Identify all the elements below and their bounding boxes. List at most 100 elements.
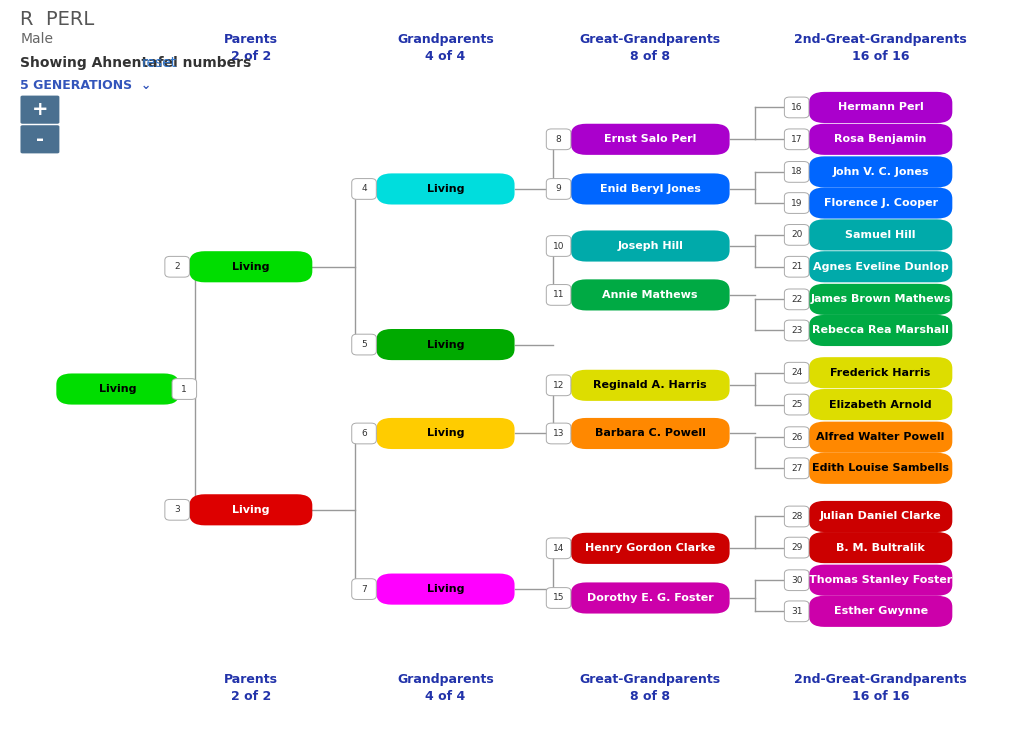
FancyBboxPatch shape — [809, 315, 952, 346]
Text: 28: 28 — [791, 512, 803, 521]
Text: 29: 29 — [791, 543, 803, 552]
Text: 2nd-Great-Grandparents
16 of 16: 2nd-Great-Grandparents 16 of 16 — [795, 673, 967, 702]
Text: James Brown Mathews: James Brown Mathews — [810, 294, 951, 305]
Text: 27: 27 — [791, 464, 803, 473]
FancyBboxPatch shape — [784, 97, 809, 118]
Text: 20: 20 — [791, 230, 803, 239]
Text: +: + — [32, 100, 48, 119]
Text: reset: reset — [141, 56, 176, 70]
Text: Showing Ahnentafel numbers: Showing Ahnentafel numbers — [20, 56, 252, 70]
Text: Ernst Salo Perl: Ernst Salo Perl — [604, 134, 696, 144]
FancyBboxPatch shape — [809, 219, 952, 250]
Text: Rebecca Rea Marshall: Rebecca Rea Marshall — [812, 325, 949, 336]
Text: 8: 8 — [556, 135, 561, 144]
FancyBboxPatch shape — [809, 453, 952, 484]
Text: 19: 19 — [791, 199, 803, 207]
Text: Barbara C. Powell: Barbara C. Powell — [595, 428, 706, 439]
FancyBboxPatch shape — [377, 418, 514, 449]
FancyBboxPatch shape — [809, 501, 952, 532]
FancyBboxPatch shape — [784, 537, 809, 558]
FancyBboxPatch shape — [165, 499, 189, 520]
Text: Alfred Walter Powell: Alfred Walter Powell — [816, 432, 945, 442]
FancyBboxPatch shape — [56, 373, 179, 405]
Text: Living: Living — [99, 384, 136, 394]
FancyBboxPatch shape — [784, 427, 809, 448]
Text: Edith Louise Sambells: Edith Louise Sambells — [812, 463, 949, 473]
Text: Dorothy E. G. Foster: Dorothy E. G. Foster — [587, 593, 714, 603]
Text: Living: Living — [232, 505, 269, 515]
FancyBboxPatch shape — [784, 601, 809, 622]
FancyBboxPatch shape — [377, 173, 514, 205]
FancyBboxPatch shape — [352, 334, 377, 355]
Text: 22: 22 — [792, 295, 802, 304]
FancyBboxPatch shape — [571, 370, 729, 401]
Text: Samuel Hill: Samuel Hill — [846, 230, 915, 240]
FancyBboxPatch shape — [547, 129, 571, 150]
FancyBboxPatch shape — [571, 173, 729, 205]
Text: Julian Daniel Clarke: Julian Daniel Clarke — [820, 511, 941, 522]
Text: 12: 12 — [553, 381, 564, 390]
Text: Male: Male — [20, 32, 53, 46]
FancyBboxPatch shape — [547, 179, 571, 199]
FancyBboxPatch shape — [809, 532, 952, 563]
Text: 1: 1 — [181, 385, 187, 393]
Text: 6: 6 — [361, 429, 367, 438]
FancyBboxPatch shape — [20, 125, 59, 153]
FancyBboxPatch shape — [784, 256, 809, 277]
FancyBboxPatch shape — [571, 124, 729, 155]
Text: 31: 31 — [791, 607, 803, 616]
FancyBboxPatch shape — [352, 179, 377, 199]
Text: Frederick Harris: Frederick Harris — [830, 368, 931, 378]
FancyBboxPatch shape — [352, 423, 377, 444]
FancyBboxPatch shape — [784, 193, 809, 213]
Text: 14: 14 — [553, 544, 564, 553]
Text: Hermann Perl: Hermann Perl — [838, 102, 924, 113]
Text: B. M. Bultralik: B. M. Bultralik — [837, 542, 925, 553]
Text: 23: 23 — [791, 326, 803, 335]
Text: Henry Gordon Clarke: Henry Gordon Clarke — [585, 543, 716, 554]
FancyBboxPatch shape — [571, 533, 729, 564]
Text: -: - — [36, 130, 44, 149]
Text: 5 GENERATIONS  ⌄: 5 GENERATIONS ⌄ — [20, 79, 152, 93]
FancyBboxPatch shape — [784, 289, 809, 310]
FancyBboxPatch shape — [377, 329, 514, 360]
FancyBboxPatch shape — [809, 357, 952, 388]
Text: Joseph Hill: Joseph Hill — [617, 241, 683, 251]
Text: 4: 4 — [361, 185, 367, 193]
Text: Annie Mathews: Annie Mathews — [602, 290, 698, 300]
FancyBboxPatch shape — [809, 565, 952, 596]
FancyBboxPatch shape — [784, 225, 809, 245]
FancyBboxPatch shape — [547, 538, 571, 559]
FancyBboxPatch shape — [547, 375, 571, 396]
Text: 7: 7 — [361, 585, 367, 594]
FancyBboxPatch shape — [571, 279, 729, 310]
Text: Living: Living — [427, 339, 464, 350]
FancyBboxPatch shape — [172, 379, 197, 399]
Text: 18: 18 — [791, 167, 803, 176]
FancyBboxPatch shape — [547, 285, 571, 305]
FancyBboxPatch shape — [352, 579, 377, 599]
FancyBboxPatch shape — [809, 124, 952, 155]
FancyBboxPatch shape — [809, 92, 952, 123]
FancyBboxPatch shape — [809, 187, 952, 219]
Text: Living: Living — [427, 584, 464, 594]
Text: Esther Gwynne: Esther Gwynne — [834, 606, 928, 617]
Text: 15: 15 — [553, 594, 564, 602]
FancyBboxPatch shape — [784, 362, 809, 383]
Text: 5: 5 — [361, 340, 367, 349]
Text: Parents
2 of 2: Parents 2 of 2 — [224, 33, 278, 63]
Text: Great-Grandparents
8 of 8: Great-Grandparents 8 of 8 — [580, 673, 721, 702]
Text: Enid Beryl Jones: Enid Beryl Jones — [600, 184, 700, 194]
FancyBboxPatch shape — [547, 588, 571, 608]
Text: Living: Living — [427, 184, 464, 194]
Text: Reginald A. Harris: Reginald A. Harris — [594, 380, 707, 391]
FancyBboxPatch shape — [547, 236, 571, 256]
FancyBboxPatch shape — [809, 422, 952, 453]
FancyBboxPatch shape — [571, 230, 729, 262]
Text: Rosa Benjamin: Rosa Benjamin — [835, 134, 927, 144]
Text: 11: 11 — [553, 290, 564, 299]
Text: 2nd-Great-Grandparents
16 of 16: 2nd-Great-Grandparents 16 of 16 — [795, 33, 967, 63]
FancyBboxPatch shape — [165, 256, 189, 277]
Text: Elizabeth Arnold: Elizabeth Arnold — [829, 399, 932, 410]
Text: 25: 25 — [791, 400, 803, 409]
